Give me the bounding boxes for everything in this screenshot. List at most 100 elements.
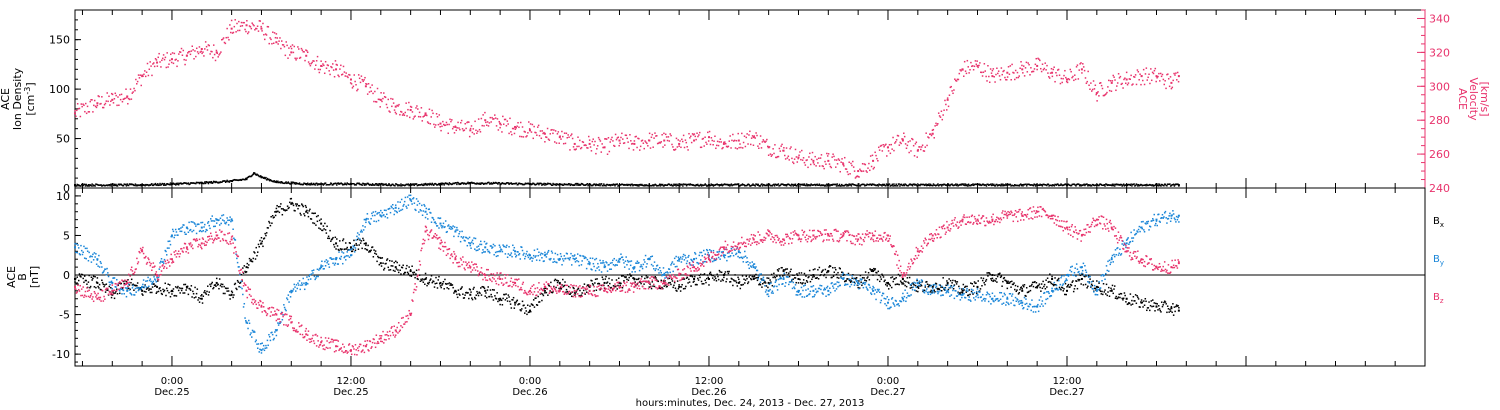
bx-dot: [225, 287, 228, 290]
velocity-dot: [384, 96, 387, 99]
velocity-dot: [170, 53, 172, 56]
velocity-dot: [501, 131, 503, 133]
bx-dot: [547, 294, 549, 296]
velocity-dot: [1176, 71, 1179, 74]
velocity-dot: [399, 113, 401, 116]
velocity-dot: [599, 140, 602, 142]
density-dot: [755, 183, 758, 186]
density-dot: [482, 182, 484, 185]
velocity-dot: [1040, 70, 1043, 73]
velocity-dot: [1056, 74, 1058, 77]
density-dot: [1122, 183, 1125, 185]
velocity-dot: [244, 28, 246, 31]
bx-dot: [1125, 301, 1127, 303]
bx-dot: [98, 283, 101, 286]
bx-dot: [632, 277, 635, 279]
by-dot: [83, 257, 86, 259]
velocity-dot: [595, 152, 597, 155]
bx-dot: [892, 280, 894, 283]
by-dot: [183, 224, 185, 226]
bx-dot: [383, 267, 386, 270]
by-point: [857, 281, 860, 284]
velocity-dot: [439, 126, 441, 128]
density-dot: [362, 182, 365, 185]
bx-dot: [958, 285, 960, 288]
velocity-dot: [511, 133, 513, 136]
density-dot: [276, 181, 278, 184]
density-dot: [729, 185, 731, 187]
density-dot: [158, 184, 161, 186]
velocity-dot: [533, 125, 535, 128]
bx-dot: [865, 280, 868, 282]
by-dot: [228, 219, 231, 221]
velocity-dot: [636, 146, 638, 149]
by-dot: [168, 240, 171, 242]
bx-dot: [814, 268, 816, 270]
velocity-dot: [688, 132, 690, 135]
bx-dot: [568, 285, 570, 288]
bx-dot: [314, 212, 316, 215]
bx-dot: [1145, 300, 1147, 303]
velocity-dot: [207, 44, 210, 46]
density-dot: [681, 183, 683, 186]
velocity-dot: [130, 98, 133, 100]
bx-dot: [835, 273, 838, 276]
density-dot: [1160, 185, 1162, 187]
density-dot: [1066, 185, 1068, 187]
bx-dot: [1082, 284, 1085, 286]
by-dot: [107, 275, 110, 278]
density-dot: [1151, 184, 1153, 187]
velocity-dot: [580, 146, 583, 149]
bx-dot: [174, 286, 177, 288]
by-dot: [180, 227, 182, 229]
velocity-dot: [303, 51, 305, 53]
velocity-dot: [758, 143, 761, 145]
velocity-dot: [309, 64, 312, 67]
velocity-dot: [88, 111, 91, 113]
bx-dot: [461, 286, 463, 288]
velocity-dot: [425, 114, 428, 117]
bx-dot: [355, 242, 357, 245]
velocity-dot: [1085, 82, 1088, 85]
velocity-dot: [801, 149, 803, 152]
by-dot: [142, 283, 144, 286]
bx-dot: [303, 213, 305, 215]
by-dot: [137, 289, 140, 292]
bx-dot: [649, 283, 651, 285]
bx-dot: [556, 279, 558, 282]
bx-dot: [248, 257, 251, 260]
density-dot: [272, 180, 275, 183]
by-point: [588, 262, 591, 265]
density-dot: [308, 184, 310, 186]
bx-dot: [798, 272, 800, 274]
density-dot: [312, 182, 315, 185]
velocity-dot: [293, 45, 296, 48]
bx-point: [245, 266, 248, 269]
by-dot: [244, 317, 246, 319]
velocity-dot: [769, 153, 772, 155]
bx-dot: [1124, 294, 1126, 297]
density-dot: [254, 173, 257, 176]
velocity-point: [857, 170, 860, 173]
velocity-dot: [845, 168, 848, 170]
velocity-dot: [1030, 67, 1032, 69]
velocity-dot: [1162, 78, 1165, 81]
bx-dot: [407, 273, 410, 275]
bx-dot: [217, 283, 219, 286]
bx-dot: [470, 291, 472, 293]
velocity-dot: [189, 53, 192, 56]
density-dot: [1075, 185, 1077, 187]
bx-dot: [452, 286, 454, 289]
bx-point: [737, 281, 740, 284]
by-dot: [110, 281, 112, 283]
bx-dot: [891, 276, 894, 278]
velocity-dot: [357, 88, 359, 91]
bx-dot: [1136, 294, 1138, 297]
bx-dot: [919, 285, 921, 287]
bx-dot: [408, 266, 410, 268]
velocity-dot: [877, 160, 879, 162]
velocity-dot: [1173, 72, 1175, 75]
velocity-dot: [443, 124, 446, 127]
by-dot: [76, 251, 78, 254]
bx-dot: [471, 297, 473, 299]
